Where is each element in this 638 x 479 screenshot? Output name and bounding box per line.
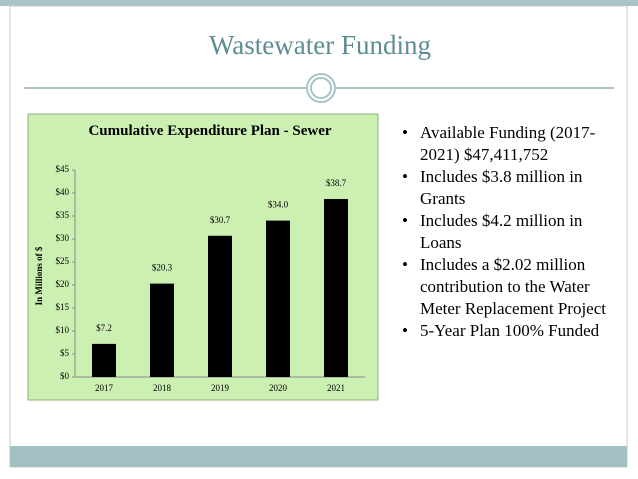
y-tick-label: $20: [56, 279, 70, 289]
y-tick-label: $0: [60, 371, 70, 381]
y-tick-label: $30: [56, 233, 70, 243]
bar: [150, 283, 174, 377]
top-band: [0, 0, 638, 6]
y-tick-label: $15: [56, 302, 70, 312]
bar: [324, 198, 348, 377]
value-label: $20.3: [152, 263, 173, 273]
chart-area: [27, 113, 379, 401]
x-tick-label: 2018: [153, 383, 172, 393]
bullet-list: Available Funding (2017-2021) $47,411,75…: [398, 122, 620, 342]
value-label: $30.7: [210, 215, 231, 225]
y-tick-label: $10: [56, 325, 70, 335]
slide-title: Wastewater Funding: [209, 30, 431, 60]
bottom-band: [10, 446, 627, 467]
ornament: [310, 77, 332, 99]
value-label: $34.0: [268, 200, 289, 210]
chart-title: Cumulative Expenditure Plan - Sewer: [88, 123, 332, 139]
y-tick-label: $5: [60, 348, 70, 358]
bullet: Available Funding (2017-2021) $47,411,75…: [398, 122, 620, 166]
bar: [266, 220, 290, 377]
value-label: $38.7: [326, 178, 347, 188]
bar: [208, 235, 232, 377]
bullet: Includes $3.8 million in Grants: [398, 166, 620, 210]
y-tick-label: $45: [56, 164, 70, 174]
y-tick-label: $25: [56, 256, 70, 266]
bullet: Includes $4.2 million in Loans: [398, 210, 620, 254]
bullet: 5-Year Plan 100% Funded: [398, 320, 620, 342]
value-label: $7.2: [96, 323, 112, 333]
x-tick-label: 2019: [211, 383, 230, 393]
bar: [92, 343, 116, 377]
x-tick-label: 2020: [269, 383, 288, 393]
bullet: Includes a $2.02 million contribution to…: [398, 254, 620, 320]
y-axis-label: In Millions of $: [34, 246, 44, 305]
x-tick-label: 2017: [95, 383, 114, 393]
x-tick-label: 2021: [327, 383, 345, 393]
chart-title-box: Cumulative Expenditure Plan - Sewer: [88, 123, 332, 139]
y-tick-label: $35: [56, 210, 70, 220]
y-tick-label: $40: [56, 187, 70, 197]
